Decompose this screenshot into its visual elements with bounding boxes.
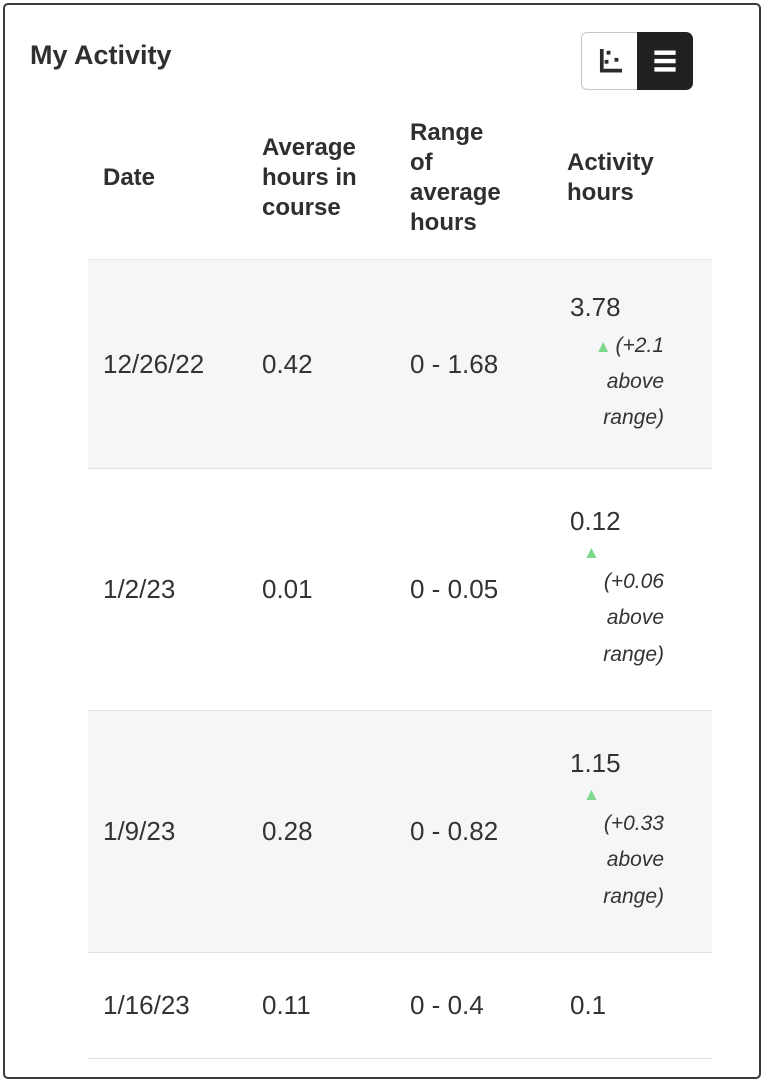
date-cell: 1/9/23 bbox=[88, 710, 244, 953]
date-cell: 1/16/23 bbox=[88, 952, 244, 1059]
up-triangle-icon: ▲ bbox=[583, 543, 600, 563]
date-cell: 12/26/22 bbox=[88, 259, 244, 469]
activity-table: Date Average hours in course Range of av… bbox=[88, 97, 712, 1059]
activity-hours-cell: 0.12 ▲ (+0.06 above range) bbox=[556, 468, 712, 711]
column-header-date: Date bbox=[103, 163, 156, 191]
activity-value: 0.1 bbox=[570, 990, 607, 1020]
range-cell: 0 - 0.05 bbox=[400, 468, 556, 711]
activity-hours-cell: 1.15 ▲ (+0.33 above range) bbox=[556, 710, 712, 953]
list-icon bbox=[648, 44, 682, 78]
activity-annotation: ▲ (+0.33 above range) bbox=[570, 784, 664, 914]
column-header-average-hours: Average hours in course bbox=[262, 133, 357, 222]
my-activity-card: My Activity bbox=[3, 3, 761, 1079]
view-toggle bbox=[581, 32, 693, 90]
chart-view-button[interactable] bbox=[581, 32, 637, 90]
avg-hours-cell: 0.01 bbox=[244, 468, 400, 711]
up-triangle-icon: ▲ bbox=[594, 336, 612, 356]
table-view-button[interactable] bbox=[637, 32, 693, 90]
table-row: 1/16/23 0.11 0 - 0.4 0.1 bbox=[88, 952, 712, 1059]
avg-hours-cell: 0.11 bbox=[244, 952, 400, 1059]
activity-hours-cell: 0.1 bbox=[556, 952, 712, 1059]
card-header: My Activity bbox=[5, 5, 759, 97]
avg-hours-cell: 0.42 bbox=[244, 259, 400, 469]
column-header-range: Range of average hours bbox=[410, 118, 501, 237]
table-row: 1/2/23 0.01 0 - 0.05 0.12 ▲ (+0.06 above … bbox=[88, 468, 712, 711]
annotation-text: (+0.06 above range) bbox=[603, 570, 664, 666]
annotation-text: (+2.1 above range) bbox=[603, 333, 664, 430]
header-row: Date Average hours in course Range of av… bbox=[88, 97, 712, 260]
activity-value: 1.15 bbox=[570, 748, 621, 779]
table-row: 1/9/23 0.28 0 - 0.82 1.15 ▲ (+0.33 above … bbox=[88, 710, 712, 953]
activity-value: 3.78 bbox=[570, 291, 621, 322]
activity-value: 0.12 bbox=[570, 506, 621, 537]
scatter-chart-icon bbox=[593, 44, 627, 78]
activity-annotation: ▲ (+0.06 above range) bbox=[570, 542, 664, 672]
date-cell: 1/2/23 bbox=[88, 468, 244, 711]
up-triangle-icon: ▲ bbox=[583, 785, 600, 805]
avg-hours-cell: 0.28 bbox=[244, 710, 400, 953]
activity-hours-cell: 3.78 ▲ (+2.1 above range) bbox=[556, 259, 712, 469]
annotation-text: (+0.33 above range) bbox=[603, 812, 664, 908]
activity-annotation: ▲ (+2.1 above range) bbox=[570, 328, 664, 436]
range-cell: 0 - 1.68 bbox=[400, 259, 556, 469]
table-row: 12/26/22 0.42 0 - 1.68 3.78 ▲ (+2.1 above… bbox=[88, 259, 712, 469]
page-title: My Activity bbox=[30, 40, 172, 70]
range-cell: 0 - 0.82 bbox=[400, 710, 556, 953]
range-cell: 0 - 0.4 bbox=[400, 952, 556, 1059]
column-header-activity-hours: Activity hours bbox=[567, 148, 654, 206]
